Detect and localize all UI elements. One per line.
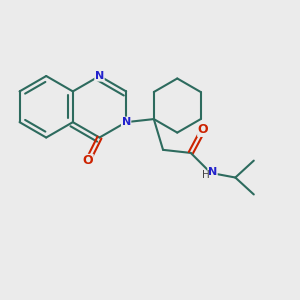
Text: H: H: [202, 170, 210, 180]
Text: N: N: [122, 117, 131, 127]
Text: O: O: [82, 154, 93, 167]
Text: N: N: [95, 71, 104, 81]
Text: N: N: [208, 167, 217, 177]
Text: O: O: [198, 123, 208, 136]
